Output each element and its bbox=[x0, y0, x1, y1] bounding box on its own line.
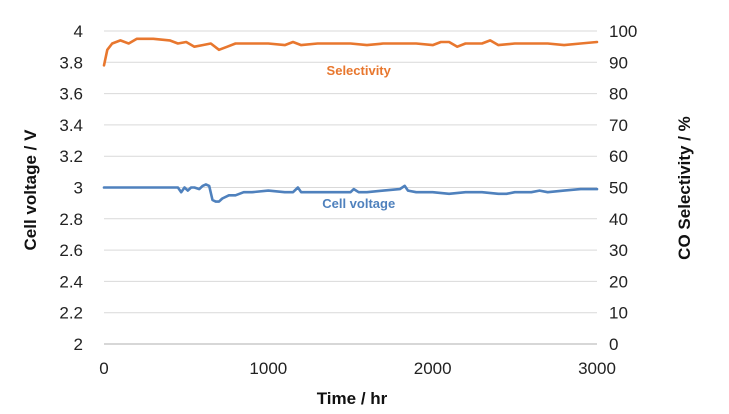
left-tick-label: 3.2 bbox=[59, 147, 83, 166]
series-line-selectivity bbox=[102, 37, 599, 67]
left-tick-label: 3.6 bbox=[59, 85, 83, 104]
left-tick-label: 2.6 bbox=[59, 241, 83, 260]
left-tick-label: 3.8 bbox=[59, 53, 83, 72]
series-annotation-selectivity: Selectivity bbox=[327, 63, 392, 78]
left-tick-label: 2.2 bbox=[59, 304, 83, 323]
right-tick-label: 100 bbox=[609, 22, 637, 41]
left-axis-tick-labels: 2 2.2 2.4 2.6 2.8 3 3.2 3.4 3.6 3.8 4 bbox=[59, 22, 83, 354]
right-tick-label: 80 bbox=[609, 85, 628, 104]
right-tick-label: 70 bbox=[609, 116, 628, 135]
left-tick-label: 4 bbox=[74, 22, 83, 41]
right-tick-label: 50 bbox=[609, 179, 628, 198]
left-tick-label: 3 bbox=[74, 179, 83, 198]
x-axis-tick-labels: 0 1000 2000 3000 bbox=[99, 359, 616, 378]
right-tick-label: 90 bbox=[609, 53, 628, 72]
series-annotations: Selectivity Cell voltage bbox=[322, 63, 395, 211]
right-tick-label: 40 bbox=[609, 210, 628, 229]
right-axis-tick-labels: 0 10 20 30 40 50 60 70 80 90 100 bbox=[609, 22, 637, 354]
right-tick-label: 0 bbox=[609, 335, 618, 354]
x-tick-label: 1000 bbox=[249, 359, 287, 378]
right-axis-title: CO Selectivity / % bbox=[675, 116, 694, 260]
series-line-cell-voltage bbox=[102, 183, 599, 203]
x-tick-label: 2000 bbox=[414, 359, 452, 378]
left-tick-label: 2 bbox=[74, 335, 83, 354]
left-tick-label: 2.8 bbox=[59, 210, 83, 229]
x-axis-title: Time / hr bbox=[317, 389, 388, 408]
right-tick-label: 10 bbox=[609, 304, 628, 323]
left-axis-title: Cell voltage / V bbox=[21, 129, 40, 251]
right-tick-label: 60 bbox=[609, 147, 628, 166]
right-tick-label: 20 bbox=[609, 272, 628, 291]
right-tick-label: 30 bbox=[609, 241, 628, 260]
x-tick-label: 0 bbox=[99, 359, 108, 378]
x-tick-label: 3000 bbox=[578, 359, 616, 378]
left-tick-label: 2.4 bbox=[59, 272, 83, 291]
series-lines bbox=[102, 37, 599, 203]
series-annotation-cell-voltage: Cell voltage bbox=[322, 196, 395, 211]
left-tick-label: 3.4 bbox=[59, 116, 83, 135]
